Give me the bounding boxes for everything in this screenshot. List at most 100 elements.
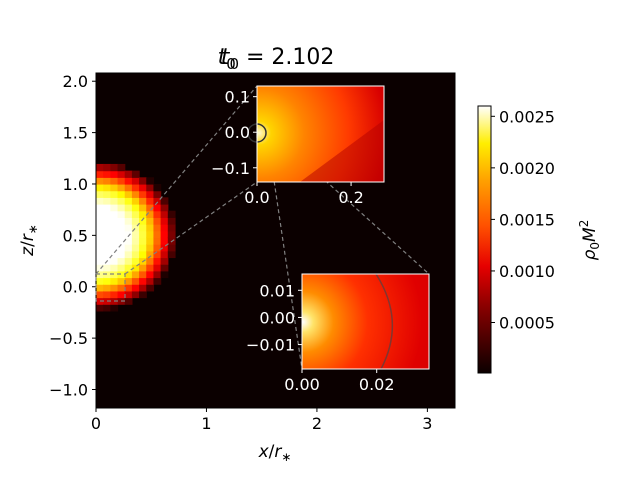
heatmap-cell (110, 224, 119, 232)
heatmap-cell (103, 177, 111, 185)
heatmap-cell (117, 284, 126, 292)
heatmap-cell (139, 230, 147, 239)
chart-title: t0t0 = 2.102 (218, 45, 335, 73)
heatmap-cell (131, 230, 140, 239)
heatmap-cell (146, 190, 155, 198)
heatmap-cell (96, 277, 104, 285)
inset-x-tick-label: 0.02 (359, 375, 395, 394)
heatmap-cell (146, 264, 155, 272)
heatmap-cell (117, 230, 126, 239)
heatmap-cell (131, 217, 140, 225)
x-tick-label: 2 (312, 414, 322, 433)
heatmap-cell (153, 277, 162, 285)
heatmap-cell (131, 237, 140, 245)
heatmap-cell (124, 277, 133, 285)
heatmap-cell (124, 257, 133, 265)
inset-upper-x-ticks: 0.0 0.2 (244, 182, 364, 207)
heatmap-cell (131, 277, 140, 285)
colorbar-tick-label: 0.0020 (499, 159, 555, 178)
heatmap-cell (117, 270, 126, 279)
colorbar-tick-label: 0.0015 (499, 210, 555, 229)
heatmap-cell (160, 230, 169, 239)
y-tick-label: 1.0 (63, 175, 88, 194)
x-tick-label: 0 (91, 414, 101, 433)
heatmap-cell (117, 244, 126, 252)
heatmap-cell (167, 210, 176, 218)
heatmap-cell (110, 170, 119, 178)
heatmap-cell (103, 210, 111, 218)
heatmap-cell (124, 183, 133, 192)
heatmap-cell (103, 244, 111, 252)
colorbar-tick-label: 0.0025 (499, 107, 555, 126)
heatmap-cell (153, 183, 162, 192)
heatmap-cell (110, 284, 119, 292)
heatmap-cell (124, 190, 133, 198)
inset-lower-arc (375, 273, 394, 370)
heatmap-cell (96, 183, 104, 192)
heatmap-cell (146, 230, 155, 239)
heatmap-cell (131, 224, 140, 232)
zoom-box-main (95, 273, 126, 302)
heatmap-cell (160, 257, 169, 265)
heatmap-cell (146, 270, 155, 279)
heatmap-cell (96, 217, 104, 225)
heatmap-cell (96, 177, 104, 185)
heatmap-cell (96, 197, 104, 205)
inset-x-tick-label: 0.2 (338, 188, 363, 207)
heatmap-cell (139, 250, 147, 259)
heatmap-cell (146, 197, 155, 205)
heatmap-cell (167, 224, 176, 232)
heatmap-cell (167, 217, 176, 225)
heatmap-cell (103, 170, 111, 178)
heatmap-cell (160, 197, 169, 205)
heatmap-cell (124, 177, 133, 185)
y-axis-label: z/r∗ (18, 224, 40, 257)
heatmap-cell (110, 217, 119, 225)
heatmap-cell (110, 237, 119, 245)
heatmap-cell (146, 277, 155, 285)
x-axis-ticks: 0 1 2 3 (91, 408, 432, 433)
heatmap-cell (124, 237, 133, 245)
heatmap-cell (139, 290, 147, 299)
heatmap-cell (139, 197, 147, 205)
heatmap-cell (96, 190, 104, 198)
plot-frame (95, 72, 456, 409)
heatmap-cell (117, 290, 126, 299)
colorbar-tick-label: 0.0010 (499, 262, 555, 281)
heatmap-cell (160, 224, 169, 232)
heatmap-cell (96, 257, 104, 265)
heatmap-cell (117, 163, 126, 172)
heatmap-cell (110, 183, 119, 192)
heatmap-cell (160, 270, 169, 279)
inset-y-tick-label: −0.01 (246, 336, 295, 355)
connector-line (95, 85, 258, 275)
heatmap-cell (117, 217, 126, 225)
heatmap-cell (131, 244, 140, 252)
inset-upper-y-ticks: −0.1 0.0 0.1 (211, 88, 257, 178)
heatmap-cell (153, 190, 162, 198)
heatmap-cell (167, 244, 176, 252)
heatmap-cell (110, 290, 119, 299)
heatmap-cell (146, 237, 155, 245)
heatmap-cell (124, 210, 133, 218)
heatmap-cell (117, 257, 126, 265)
heatmap-cell (146, 217, 155, 225)
y-tick-label: 1.5 (63, 124, 88, 143)
heatmap-cell (96, 264, 104, 272)
heatmap-cell (117, 170, 126, 178)
heatmap-cell (160, 217, 169, 225)
heatmap-cell (124, 204, 133, 212)
heatmap-cell (139, 244, 147, 252)
heatmap-cell (139, 264, 147, 272)
colorbar: 0.0005 0.0010 0.0015 0.0020 0.0025 ρ0M2 (477, 105, 602, 374)
heatmap-cell (110, 204, 119, 212)
heatmap-cell (110, 230, 119, 239)
title-sub-2: 0 (229, 55, 239, 73)
heatmap-cell (124, 230, 133, 239)
heatmap-cell (103, 290, 111, 299)
heatmap-cell (117, 237, 126, 245)
y-axis-ticks: −1.0 −0.5 0.0 0.5 1.0 1.5 2.0 (49, 72, 96, 400)
heatmap-cell (131, 210, 140, 218)
inset-y-tick-label: −0.1 (211, 159, 250, 178)
colorbar-tick-label: 0.0005 (499, 313, 555, 332)
